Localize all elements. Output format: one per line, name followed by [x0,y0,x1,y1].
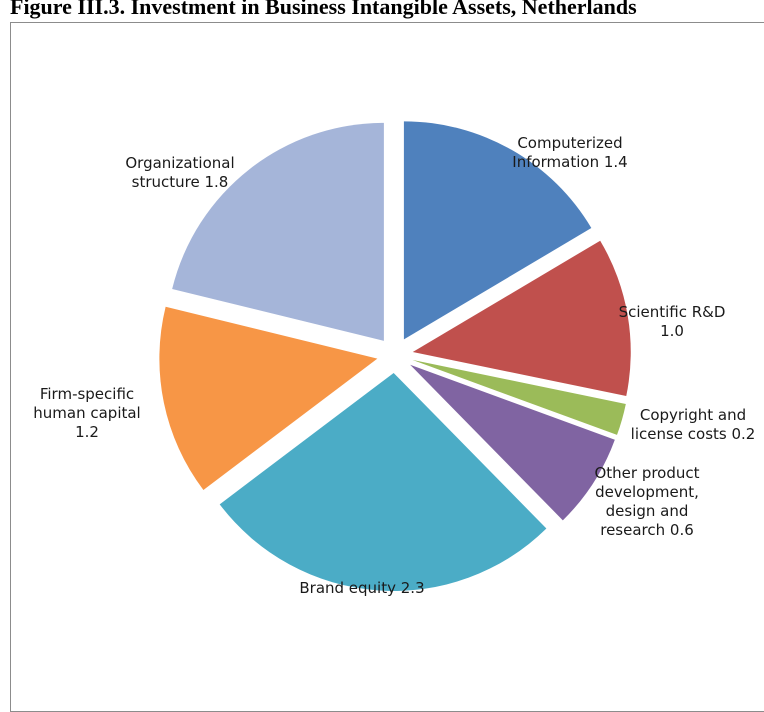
pie-label-line: Other product [594,464,699,482]
pie-label-line: Brand equity 2.3 [299,579,424,597]
pie-label-scientific-r-d: Scientific R&D 1.0 [619,303,726,340]
pie-label-line: 1.2 [75,423,99,441]
pie-label-brand-equity: Brand equity 2.3 [299,579,424,597]
pie-label-line: license costs 0.2 [631,425,756,443]
pie-label-line: Firm-specific [40,385,134,403]
pie-slices [159,121,631,591]
pie-label-copyright-and-license-costs: Copyright and license costs 0.2 [631,406,756,443]
page-title: Figure III.3. Investment in Business Int… [10,0,637,19]
pie-label-organizational-structure: Organizational structure 1.8 [125,154,234,191]
pie-label-line: Computerized [517,134,622,152]
pie-label-line: structure 1.8 [132,173,229,191]
pie-label-firm-specific-human-capital: Firm-specific human capital 1.2 [33,385,140,441]
pie-label-line: 1.0 [660,322,684,340]
pie-label-computerized-information: Computerized Information 1.4 [512,134,627,171]
pie-slice-computerized-information [403,121,592,340]
pie-label-line: human capital [33,404,140,422]
pie-label-other-product-development-design-and-research: Other product development, design and resea… [594,464,699,539]
pie-slice-scientific-r-d [412,240,631,397]
pie-label-line: research 0.6 [600,521,694,539]
pie-slice-copyright-and-license-costs [412,359,626,435]
pie-label-line: development, [595,483,699,501]
pie-label-line: design and [606,502,689,520]
pie-slice-other-product-development-design-and-research [410,364,615,521]
pie-slice-organizational-structure [172,122,384,341]
pie-slice-brand-equity [219,372,547,591]
pie-label-line: Organizational [125,154,234,172]
pie-slice-firm-specific-human-capital [159,306,378,491]
pie-label-line: Scientific R&D [619,303,726,321]
pie-label-line: Information 1.4 [512,153,627,171]
pie-label-line: Copyright and [640,406,746,424]
pie-labels: Computerized Information 1.4 Scientific R&… [33,134,755,597]
